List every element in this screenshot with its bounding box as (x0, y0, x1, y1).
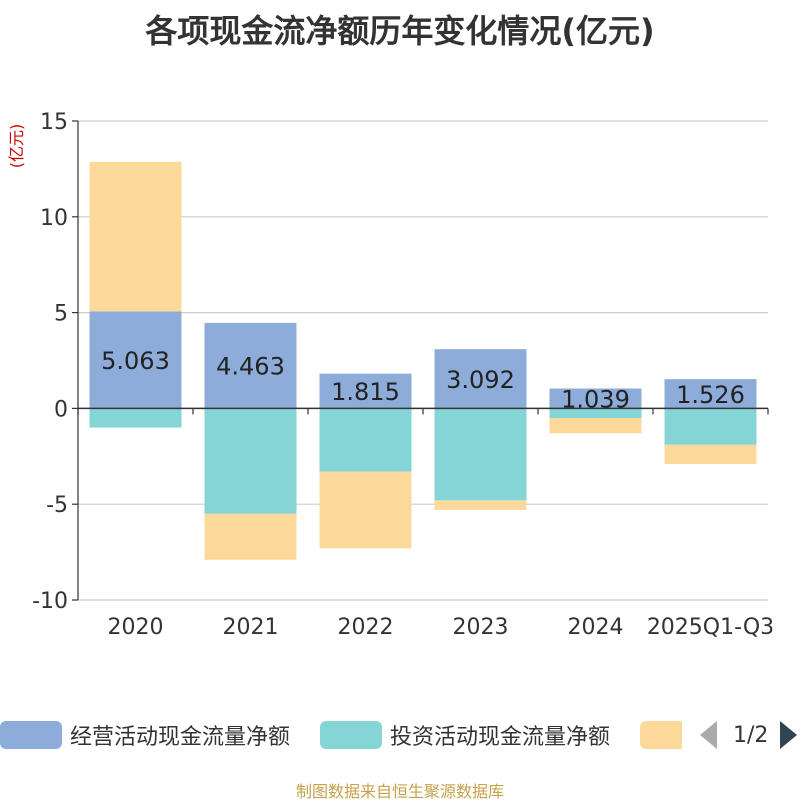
data-label: 1.526 (676, 381, 745, 409)
bar-series-2-2021[interactable] (204, 513, 297, 560)
data-label: 4.463 (216, 353, 285, 381)
source-note: 制图数据来自恒生聚源数据库 (295, 782, 504, 801)
data-label: 1.815 (331, 378, 400, 406)
bar-series-0-2023[interactable] (434, 349, 527, 409)
legend-swatch-investing (320, 721, 382, 749)
y-tick-label: 15 (40, 110, 68, 135)
bar-series-0-2024[interactable] (549, 388, 642, 409)
legend-label-operating: 经营活动现金流量净额 (70, 725, 291, 750)
y-tick-label: 5 (54, 302, 68, 327)
y-tick-label: 0 (54, 397, 68, 422)
x-tick-label: 2021 (223, 615, 279, 640)
y-tick-label: 10 (40, 206, 68, 231)
bar-series-1-2022[interactable] (319, 408, 412, 472)
bar-series-2-2022[interactable] (319, 471, 412, 549)
bar-series-2-2020[interactable] (89, 161, 182, 312)
bar-series-0-2021[interactable] (204, 322, 297, 409)
legend-prev-page-icon[interactable] (700, 721, 717, 749)
legend: 经营活动现金流量净额 投资活动现金流量净额 (0, 718, 800, 752)
y-axis-unit-label: (亿元) (7, 124, 26, 169)
chart-title: 各项现金流净额历年变化情况(亿元) (145, 12, 655, 50)
x-tick-label: 2022 (338, 615, 394, 640)
bar-series-0-2025Q1-Q3[interactable] (664, 379, 757, 409)
legend-item-investing[interactable]: 投资活动现金流量净额 (320, 718, 610, 752)
legend-next-page-icon[interactable] (780, 721, 798, 749)
bar-series-1-2023[interactable] (434, 408, 527, 501)
x-tick-label: 2025Q1-Q3 (647, 615, 774, 640)
legend-pager: 1/2 (700, 718, 798, 752)
bar-series-1-2021[interactable] (204, 408, 297, 514)
data-label: 3.092 (446, 366, 515, 394)
y-tick-label: -10 (32, 589, 68, 614)
bar-series-1-2024[interactable] (549, 408, 642, 418)
data-label: 5.063 (101, 347, 170, 375)
bar-series-0-2022[interactable] (319, 373, 412, 409)
data-label: 1.039 (561, 385, 630, 413)
legend-swatch-financing (640, 721, 682, 749)
bar-series-1-2020[interactable] (89, 408, 182, 428)
bar-series-2-2025Q1-Q3[interactable] (664, 444, 757, 464)
chart-canvas: -10 -5 0 5 10 15 2020 2021 2022 2023 2024 2025Q1-Q3… (7, 110, 774, 640)
bar-series-0-2020[interactable] (89, 311, 182, 409)
y-tick-label: -5 (46, 493, 68, 518)
legend-swatch-operating (0, 721, 62, 749)
x-tick-label: 2024 (568, 615, 624, 640)
x-tick-label: 2023 (453, 615, 509, 640)
legend-label-investing: 投资活动现金流量净额 (390, 725, 611, 750)
legend-item-financing[interactable] (640, 718, 682, 752)
legend-page-indicator: 1/2 (733, 722, 769, 748)
legend-item-operating[interactable]: 经营活动现金流量净额 (0, 718, 290, 752)
bar-series-2-2023[interactable] (434, 500, 527, 510)
bar-series-1-2025Q1-Q3[interactable] (664, 408, 757, 445)
bar-series-2-2024[interactable] (549, 417, 642, 434)
x-tick-label: 2020 (108, 615, 164, 640)
